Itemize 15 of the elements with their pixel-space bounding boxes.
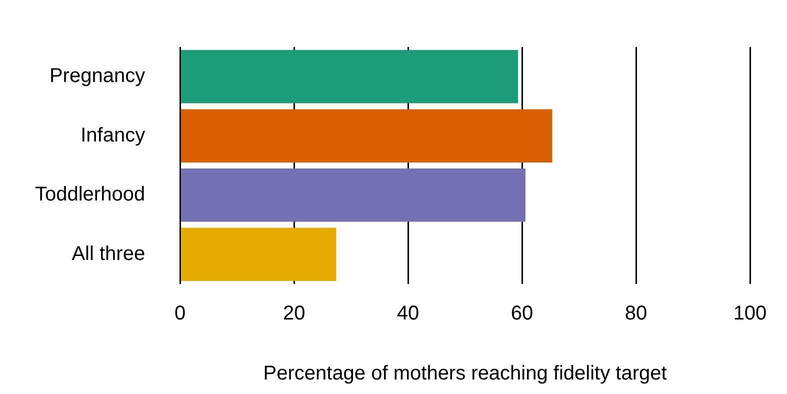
x-tick-label: 40 bbox=[396, 302, 420, 325]
y-tick-label: Pregnancy bbox=[49, 65, 146, 88]
x-tick-label: 80 bbox=[624, 302, 648, 325]
bar bbox=[180, 168, 526, 222]
y-tick-label: Toddlerhood bbox=[34, 184, 146, 206]
x-tick-label: 0 bbox=[174, 302, 186, 325]
bar bbox=[180, 109, 552, 163]
x-tick-label: 60 bbox=[510, 302, 534, 325]
x-axis-title: Percentage of mothers reaching fidelity target bbox=[263, 362, 668, 385]
y-tick-label: Infancy bbox=[80, 124, 146, 146]
y-tick-label: All three bbox=[72, 242, 146, 265]
bar bbox=[180, 228, 336, 282]
x-tick-label: 100 bbox=[733, 302, 767, 325]
bar bbox=[180, 50, 518, 104]
x-tick-label: 20 bbox=[282, 302, 306, 325]
